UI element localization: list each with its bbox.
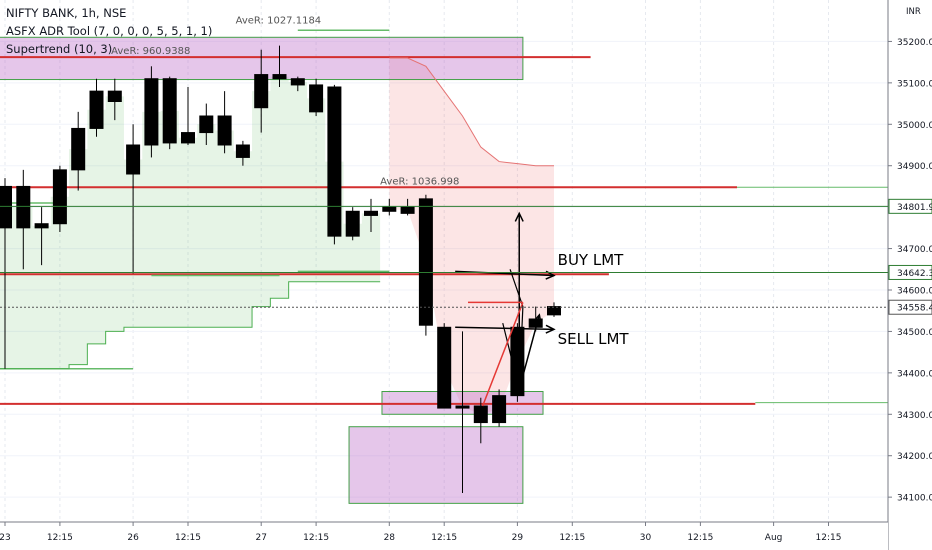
time-tick-label: 12:15 (175, 533, 201, 543)
level-label: 34801.95 (897, 203, 932, 213)
level-label: 34642.35 (897, 269, 932, 279)
price-tick-label: 34500.00 (897, 328, 932, 338)
path-sketch (502, 269, 524, 390)
time-tick-label: Aug (765, 533, 783, 543)
rebound-arrow-head (532, 313, 542, 324)
time-tick-label: 30 (640, 533, 652, 543)
candle-body (181, 132, 195, 144)
price-tick-label: 34700.00 (897, 245, 932, 255)
time-tick-label: 28 (384, 533, 396, 543)
buy-lmt-label: BUY LMT (558, 251, 624, 269)
candle-body (144, 78, 159, 146)
price-tick-label: 34300.00 (897, 411, 932, 421)
candle-body (107, 90, 122, 103)
time-tick-label: 12:15 (47, 533, 73, 543)
key-levels (0, 56, 888, 405)
candle-body (34, 223, 49, 229)
price-tick-label: 34400.00 (897, 369, 932, 379)
time-axis: 23 12:15 26 12:15 27 12:15 28 12:15 29 12:15 30 12:… (0, 521, 888, 550)
candle-body (217, 115, 232, 146)
price-tick-label: 34900.00 (897, 162, 932, 172)
candle-body (400, 206, 415, 214)
supertrend-fills (0, 58, 554, 415)
entry-trend (481, 302, 524, 407)
candle-body (162, 78, 177, 144)
drawings: BUY LMT SELL LMT (455, 211, 630, 407)
candle-body (254, 74, 269, 109)
time-tick-label: 12:15 (303, 533, 329, 543)
supertrend-down-line (389, 57, 554, 167)
price-tick-label: 35100.00 (897, 79, 932, 89)
candle-body (418, 198, 433, 326)
adr-labels: AveR: 1027.1184 AveR: 960.9388 AveR: 1036.… (111, 16, 459, 188)
currency-label: INR (906, 7, 921, 17)
current-price-tag (888, 299, 932, 315)
level-label: 34558.40 (897, 304, 932, 314)
price-tick-label: 35200.00 (897, 38, 932, 48)
price-tick-label: 34200.00 (897, 452, 932, 462)
candle-body (89, 90, 104, 129)
candle-body (272, 74, 287, 80)
adr-label: AveR: 960.9388 (111, 46, 190, 57)
candle-body (455, 405, 470, 409)
candle-body (0, 185, 12, 229)
level-tag (888, 264, 932, 280)
time-tick-label: 23 (0, 533, 11, 543)
candle-body (382, 206, 397, 212)
candle-body (52, 169, 67, 225)
time-tick-label: 12:15 (431, 533, 457, 543)
supertrend-down-fill (389, 58, 554, 415)
price-tick-label: 35000.00 (897, 121, 932, 131)
adr-zone (348, 426, 524, 504)
time-tick-label: 26 (127, 533, 139, 543)
time-axis-bg (0, 522, 888, 550)
target-arrow-down-head (514, 385, 524, 396)
time-tick-label: 12:15 (559, 533, 585, 543)
grid (0, 0, 888, 522)
level-tag (888, 198, 932, 214)
candle-body (309, 84, 324, 113)
supertrend-lines (0, 57, 554, 370)
candle-body (473, 405, 488, 424)
candle-body (126, 144, 141, 175)
legend-indicator-supertrend[interactable]: Supertrend (10, 3) (6, 42, 113, 56)
candle-body (345, 210, 360, 237)
candle-body (199, 115, 214, 134)
candle-body (437, 326, 452, 409)
candle-body (71, 127, 86, 171)
candle-body (16, 185, 31, 229)
sell-arrow-head (545, 324, 556, 334)
candle-body (547, 306, 561, 316)
candles (0, 45, 561, 493)
candle-body (290, 78, 305, 86)
target-arrow-up-head (514, 211, 524, 222)
adr-label: AveR: 1036.998 (380, 176, 459, 187)
rebound-arrow (518, 314, 541, 390)
time-tick-label: 29 (512, 533, 524, 543)
time-tick-label: 12:15 (816, 533, 842, 543)
sell-lmt-label: SELL LMT (558, 330, 630, 348)
supertrend-up-fill (0, 76, 381, 369)
legend-symbol[interactable]: NIFTY BANK, 1h, NSE (6, 6, 127, 20)
candle-body (492, 395, 507, 424)
time-tick-label: 27 (255, 533, 266, 543)
price-tick-label: 34100.00 (897, 494, 932, 504)
adr-label: AveR: 1027.1184 (236, 16, 322, 27)
candle-body (327, 86, 342, 237)
price-tick-label: 34600.00 (897, 287, 932, 297)
time-tick-label: 12:15 (687, 533, 713, 543)
supertrend-up-line (0, 281, 381, 370)
candle-body (235, 144, 250, 158)
candle-body (364, 210, 378, 216)
legend-indicator-adr[interactable]: ASFX ADR Tool (7, 0, 0, 0, 5, 5, 1, 1) (6, 24, 213, 38)
